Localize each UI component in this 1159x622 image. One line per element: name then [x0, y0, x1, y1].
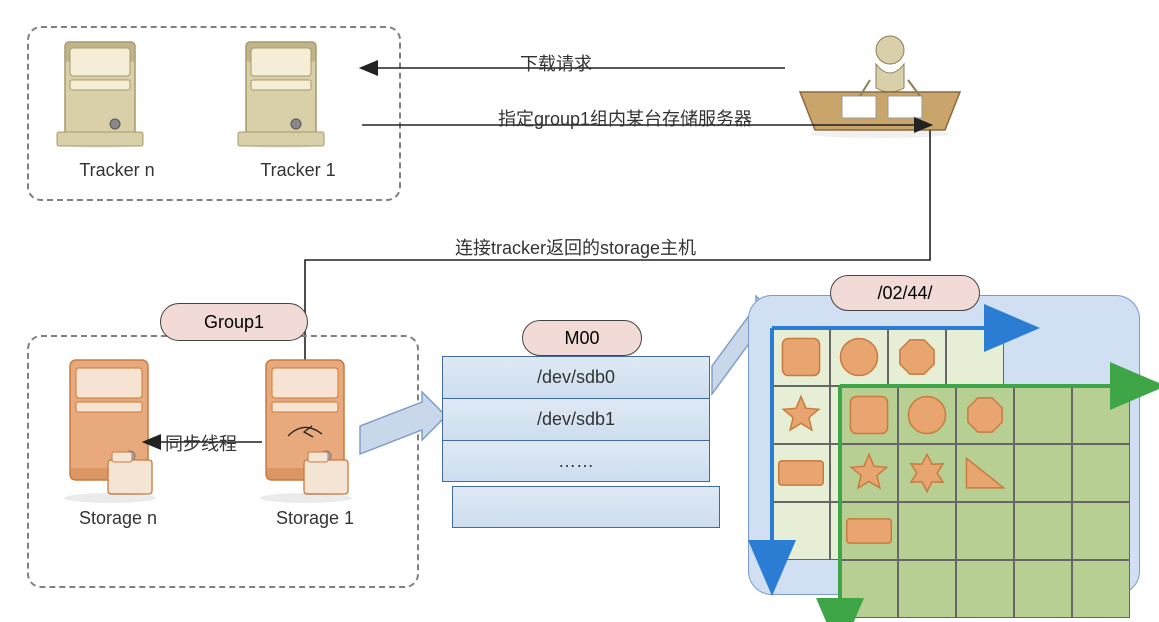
path-pill: /02/44/ [830, 275, 980, 311]
